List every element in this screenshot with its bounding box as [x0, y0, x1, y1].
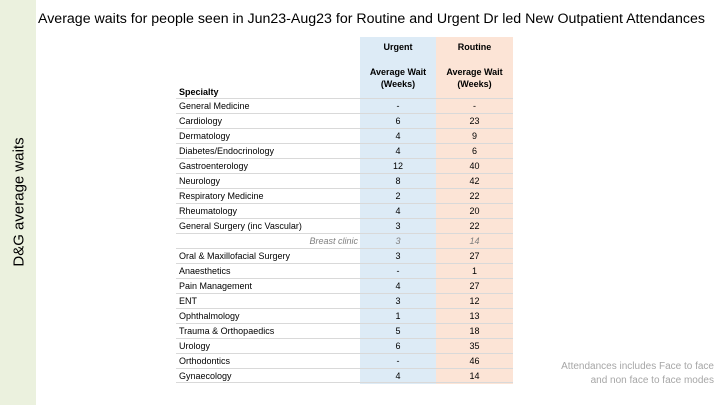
- routine-wait: 22: [469, 191, 480, 201]
- routine-column-header: Routine: [457, 42, 492, 52]
- specialty-name: Oral & Maxillofacial Surgery: [179, 251, 291, 261]
- urgent-wait: 3: [395, 236, 401, 246]
- table-row: Gastroenterology 12 40: [176, 158, 513, 173]
- routine-wait: 42: [469, 176, 480, 186]
- urgent-wait: -: [396, 101, 400, 111]
- routine-wait: 27: [469, 281, 480, 291]
- table-row: Ophthalmology 1 13: [176, 308, 513, 323]
- specialty-name: General Medicine: [179, 101, 250, 111]
- urgent-wait: 1: [395, 311, 401, 321]
- table-row: Pain Management 4 27: [176, 278, 513, 293]
- routine-wait: 35: [469, 341, 480, 351]
- urgent-subheader-line1: Average Wait: [369, 67, 427, 77]
- routine-subheader-line1: Average Wait: [446, 67, 503, 77]
- urgent-wait: -: [396, 356, 400, 366]
- table-subrow: Breast clinic 3 14: [176, 233, 513, 248]
- urgent-column-background: [360, 37, 436, 384]
- table-row: Anaesthetics - 1: [176, 263, 513, 278]
- routine-subheader: Average Wait (Weeks): [436, 66, 513, 90]
- urgent-wait: 4: [395, 131, 401, 141]
- urgent-wait: -: [396, 266, 400, 276]
- footnote: Attendances includes Face to face and no…: [561, 361, 714, 386]
- routine-wait: 46: [469, 356, 480, 366]
- side-band: D&G average waits: [0, 0, 36, 405]
- routine-wait: 20: [469, 206, 480, 216]
- urgent-wait: 6: [395, 341, 401, 351]
- urgent-wait: 4: [395, 146, 401, 156]
- specialty-name: Anaesthetics: [179, 266, 231, 276]
- specialty-name: Neurology: [179, 176, 221, 186]
- table-row: Cardiology 6 23: [176, 113, 513, 128]
- routine-wait: 27: [469, 251, 480, 261]
- routine-wait: 6: [471, 146, 477, 156]
- specialty-name: Rheumatology: [179, 206, 238, 216]
- table-row: Trauma & Orthopaedics 5 18: [176, 323, 513, 338]
- specialty-name: General Surgery (inc Vascular): [179, 221, 302, 231]
- urgent-wait: 12: [392, 161, 403, 171]
- table-row: General Medicine - -: [176, 98, 513, 113]
- specialty-name: Dermatology: [179, 131, 231, 141]
- table-row: General Surgery (inc Vascular) 3 22: [176, 218, 513, 233]
- table-row: Neurology 8 42: [176, 173, 513, 188]
- urgent-subheader-line2: (Weeks): [380, 79, 416, 89]
- specialty-name: Orthodontics: [179, 356, 231, 366]
- routine-wait: 13: [469, 311, 480, 321]
- specialty-name: Respiratory Medicine: [179, 191, 264, 201]
- routine-wait: 12: [469, 296, 480, 306]
- routine-wait: 1: [471, 266, 477, 276]
- table-row: Respiratory Medicine 2 22: [176, 188, 513, 203]
- page-title: Average waits for people seen in Jun23-A…: [38, 11, 705, 27]
- specialty-name: Urology: [179, 341, 211, 351]
- routine-wait: 40: [469, 161, 480, 171]
- routine-wait: 22: [469, 221, 480, 231]
- routine-wait: 9: [471, 131, 477, 141]
- specialty-name: Gastroenterology: [179, 161, 249, 171]
- specialty-name: Ophthalmology: [179, 311, 240, 321]
- specialty-name: Breast clinic: [309, 236, 358, 246]
- urgent-wait: 5: [395, 326, 401, 336]
- specialty-name: ENT: [179, 296, 197, 306]
- specialty-header: Specialty: [179, 87, 219, 97]
- table-row: Diabetes/Endocrinology 4 6: [176, 143, 513, 158]
- specialty-name: Gynaecology: [179, 371, 232, 381]
- urgent-wait: 4: [395, 206, 401, 216]
- routine-wait: -: [473, 101, 476, 111]
- urgent-wait: 3: [395, 251, 401, 261]
- table-row: ENT 3 12: [176, 293, 513, 308]
- routine-subheader-line2: (Weeks): [457, 79, 492, 89]
- urgent-wait: 6: [395, 116, 401, 126]
- routine-wait: 18: [469, 326, 480, 336]
- table-row: Oral & Maxillofacial Surgery 3 27: [176, 248, 513, 263]
- urgent-subheader: Average Wait (Weeks): [360, 66, 436, 90]
- urgent-wait: 4: [395, 371, 401, 381]
- specialty-name: Cardiology: [179, 116, 223, 126]
- routine-wait: 14: [469, 371, 480, 381]
- urgent-wait: 2: [395, 191, 401, 201]
- routine-wait: 23: [469, 116, 480, 126]
- urgent-wait: 8: [395, 176, 401, 186]
- waits-table: General Medicine - - Cardiology 6 23 Dermato…: [176, 98, 513, 383]
- specialty-name: Trauma & Orthopaedics: [179, 326, 275, 336]
- table-row: Gynaecology 4 14: [176, 368, 513, 383]
- specialty-name: Pain Management: [179, 281, 253, 291]
- table-row: Dermatology 4 9: [176, 128, 513, 143]
- specialty-name: Diabetes/Endocrinology: [179, 146, 275, 156]
- routine-wait: 14: [469, 236, 480, 246]
- urgent-wait: 4: [395, 281, 401, 291]
- urgent-column-header: Urgent: [383, 42, 413, 52]
- side-title: D&G average waits: [10, 137, 28, 267]
- table-row: Rheumatology 4 20: [176, 203, 513, 218]
- routine-column-background: [436, 37, 513, 384]
- urgent-wait: 3: [395, 296, 401, 306]
- table-row: Urology 6 35: [176, 338, 513, 353]
- table-row: Orthodontics - 46: [176, 353, 513, 368]
- urgent-wait: 3: [395, 221, 401, 231]
